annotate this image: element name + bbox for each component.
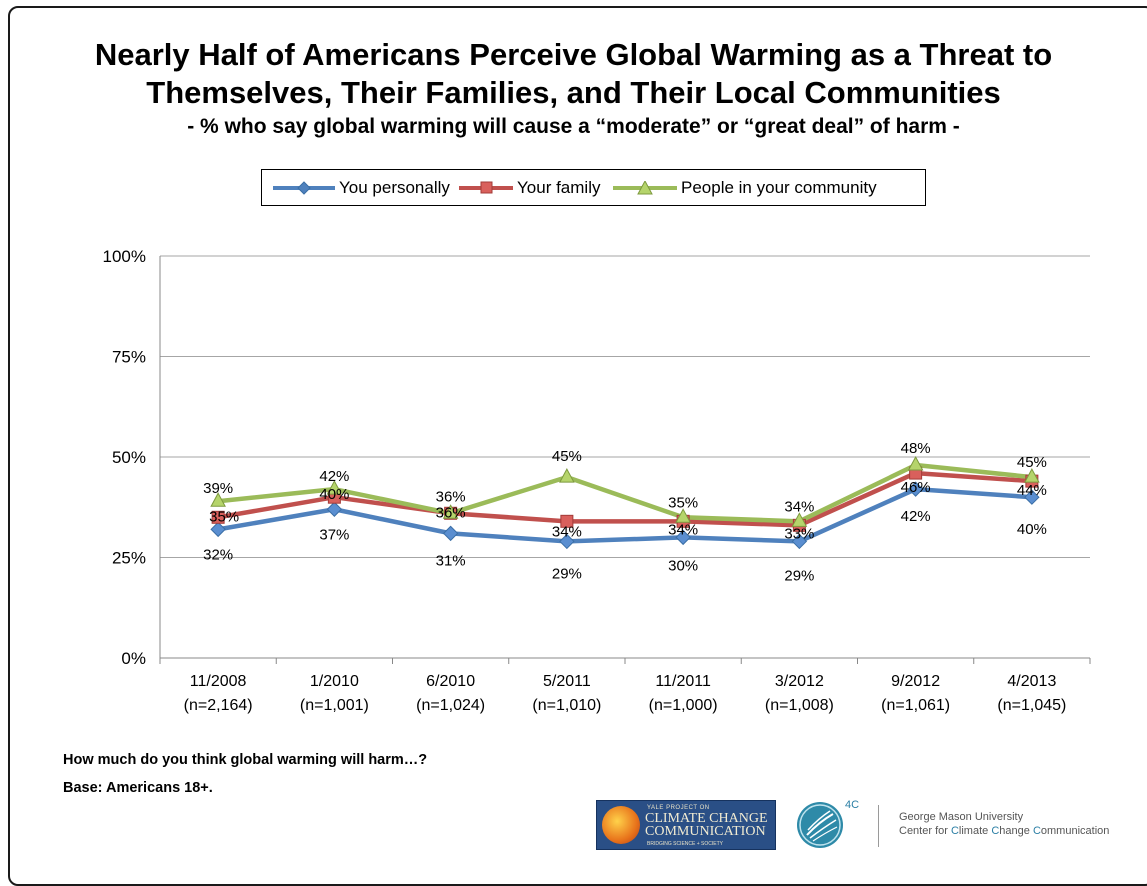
x-tick-sublabel: (n=1,008) [765, 697, 834, 714]
series-line-2 [217, 462, 1033, 524]
legend-swatch-you-personally [273, 180, 335, 195]
yale-logo-tagline: BRIDGING SCIENCE + SOCIETY [647, 841, 723, 847]
data-label-you-personally: 31% [436, 552, 466, 569]
data-point-people-in-your-community [791, 512, 808, 527]
x-tick-label: 3/2012 [775, 673, 824, 690]
series-line-1 [217, 470, 1033, 528]
legend-label-people-in-your-community: People in your community [681, 177, 877, 197]
x-tick-label: 4/2013 [1007, 673, 1056, 690]
data-label-your-family: 44% [1017, 482, 1047, 499]
x-tick-label: 11/2008 [190, 673, 247, 690]
x-tick-sublabel: (n=1,024) [416, 697, 485, 714]
chart-title-line-1: Nearly Half of Americans Perceive Global… [94, 37, 1053, 72]
data-label-your-family: 34% [668, 521, 698, 538]
data-point-you-personally [675, 529, 691, 546]
4c-logo-label: 4C [845, 799, 860, 811]
legend-swatch-people-in-your-community [613, 180, 677, 194]
data-label-your-family: 34% [552, 523, 582, 540]
gmu-logo-text: George Mason University Center for Clima… [899, 810, 1109, 838]
x-tick-sublabel: (n=1,061) [881, 697, 950, 714]
x-tick-label: 1/2010 [310, 673, 359, 690]
data-label-people-in-your-community: 35% [668, 494, 698, 511]
legend-item-people-in-your-community: People in your community [611, 170, 877, 205]
x-tick-sublabel: (n=1,001) [300, 697, 369, 714]
data-label-people-in-your-community: 42% [319, 468, 349, 485]
data-label-your-family: 35% [209, 508, 239, 525]
yale-logo-line-2: COMMUNICATION [645, 824, 766, 839]
data-label-people-in-your-community: 45% [552, 448, 582, 465]
chart-title-line-2: Themselves, Their Families, and Their Lo… [146, 75, 1001, 110]
4c-logo-icon [797, 802, 843, 848]
x-tick-label: 9/2012 [891, 673, 940, 690]
yale-logo-small-text: YALE PROJECT ON [647, 805, 710, 811]
data-label-you-personally: 40% [1017, 521, 1047, 538]
data-point-you-personally [210, 521, 226, 538]
logo-divider [878, 805, 879, 847]
legend-label-your-family: Your family [517, 177, 601, 197]
data-label-your-family: 36% [436, 504, 466, 521]
data-label-people-in-your-community: 45% [1017, 454, 1047, 471]
yale-logo-text: CLIMATE CHANGE COMMUNICATION [645, 811, 768, 839]
data-point-you-personally [442, 525, 459, 542]
base-note: Base: Americans 18+. [63, 780, 213, 796]
x-tick-sublabel: (n=1,000) [649, 697, 718, 714]
gmu-logo-line-2: Center for Climate Change Communication [899, 825, 1110, 837]
series-line-0 [217, 486, 1033, 544]
data-point-people-in-your-community [907, 455, 924, 471]
y-tick-label: 50% [112, 448, 146, 467]
gmu-logo-line-1: George Mason University [899, 811, 1024, 823]
data-point-your-family [211, 510, 225, 524]
sun-globe-icon [602, 806, 640, 844]
data-point-people-in-your-community [210, 492, 226, 507]
data-label-you-personally: 37% [319, 526, 349, 543]
legend-label-you-personally: You personally [339, 177, 450, 197]
data-label-you-personally: 29% [552, 565, 582, 582]
data-point-people-in-your-community [326, 480, 343, 495]
y-tick-label: 75% [112, 348, 146, 367]
y-tick-label: 25% [112, 549, 146, 568]
x-tick-label: 6/2010 [426, 673, 475, 690]
yale-logo-line-1: CLIMATE CHANGE [645, 811, 768, 826]
chart-subtitle: - % who say global warming will cause a … [187, 115, 960, 138]
data-point-people-in-your-community [442, 504, 459, 519]
data-label-people-in-your-community: 48% [901, 440, 931, 457]
data-label-your-family: 46% [901, 479, 931, 496]
data-point-you-personally [1024, 489, 1040, 505]
data-point-people-in-your-community [559, 468, 575, 483]
legend: You personally Your family People in you… [261, 169, 926, 206]
data-label-your-family: 33% [784, 525, 814, 542]
data-label-you-personally: 29% [784, 567, 814, 584]
data-point-you-personally [791, 533, 808, 550]
data-label-your-family: 40% [319, 486, 349, 503]
data-point-you-personally [907, 481, 924, 497]
x-tick-sublabel: (n=2,164) [184, 697, 253, 714]
y-tick-label: 0% [121, 649, 146, 668]
data-point-your-family [560, 514, 574, 528]
legend-swatch-your-family [459, 181, 513, 193]
x-tick-label: 11/2011 [655, 673, 711, 690]
x-tick-sublabel: (n=1,045) [997, 697, 1066, 714]
yale-climate-logo: YALE PROJECT ON CLIMATE CHANGE COMMUNICA… [596, 800, 776, 850]
legend-item-your-family: Your family [457, 170, 600, 205]
chart-title: Nearly Half of Americans Perceive Global… [0, 36, 1147, 112]
data-point-people-in-your-community [1024, 468, 1040, 483]
data-label-people-in-your-community: 39% [203, 480, 233, 497]
data-label-people-in-your-community: 36% [436, 488, 466, 505]
data-point-you-personally [326, 501, 343, 517]
y-tick-label: 100% [103, 247, 146, 266]
data-point-people-in-your-community [675, 508, 691, 523]
question-note: How much do you think global warming wil… [63, 752, 428, 768]
data-label-people-in-your-community: 34% [784, 498, 814, 515]
data-point-you-personally [559, 533, 575, 550]
data-label-you-personally: 42% [901, 508, 931, 525]
x-tick-sublabel: (n=1,010) [532, 697, 601, 714]
data-label-you-personally: 32% [203, 546, 233, 563]
x-tick-label: 5/2011 [543, 673, 591, 690]
legend-item-you-personally: You personally [271, 170, 450, 205]
data-label-you-personally: 30% [668, 557, 698, 574]
